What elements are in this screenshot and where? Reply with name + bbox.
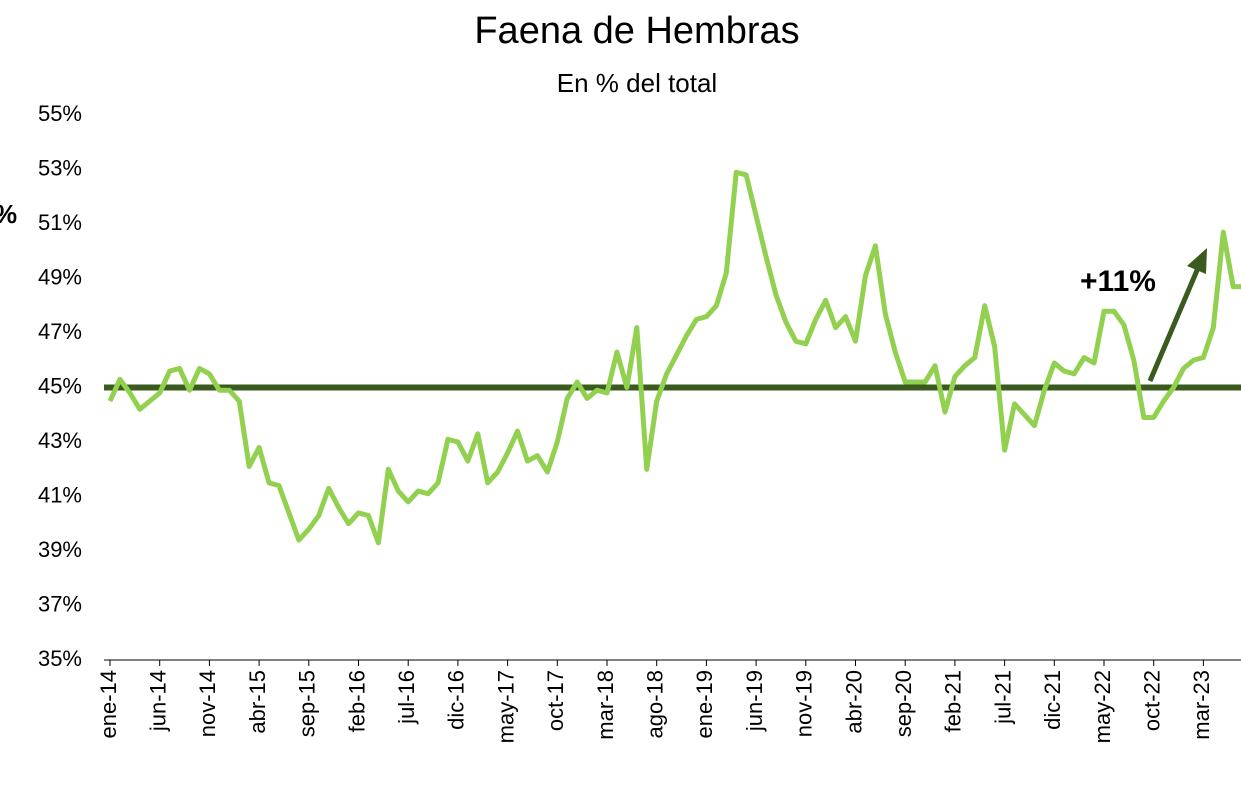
annotation-arrow [1147, 267, 1201, 382]
x-tick-label: jun-14 [146, 670, 171, 732]
y-tick-label: 47% [38, 319, 82, 344]
annotation: +11% [1080, 265, 1156, 298]
x-tick-label: oct-22 [1140, 670, 1165, 731]
x-tick-label: abr-20 [841, 670, 866, 734]
x-tick-label: ene-19 [692, 670, 717, 739]
chart-title: Faena de Hembras [474, 10, 799, 52]
x-tick-label: mar-18 [593, 670, 618, 740]
y-tick-label: 53% [38, 155, 82, 180]
y-tick-label: 41% [38, 482, 82, 507]
x-tick-label: jul-21 [990, 670, 1015, 725]
x-tick-label: sep-20 [891, 670, 916, 737]
data-line [107, 169, 1241, 546]
x-tick-label: sep-15 [295, 670, 320, 737]
x-tick-label: nov-14 [195, 670, 220, 737]
x-tick-label: jul-16 [394, 670, 419, 725]
chart-subtitle: En % del total [557, 68, 717, 98]
x-tick-label: ene-14 [96, 670, 121, 739]
y-tick-label: 35% [38, 646, 82, 671]
x-tick-label: oct-17 [543, 670, 568, 731]
y-tick-label: 37% [38, 591, 82, 616]
y-tick-label: 55% [38, 101, 82, 126]
x-tick-label: jun-19 [742, 670, 767, 732]
y-tick-label: 51% [38, 210, 82, 235]
x-tick-label: dic-16 [444, 670, 469, 730]
side-label: % [0, 199, 17, 229]
y-tick-label: 49% [38, 264, 82, 289]
x-tick-label: ago-18 [643, 670, 668, 739]
x-tick-label: nov-19 [792, 670, 817, 737]
y-tick-label: 39% [38, 537, 82, 562]
x-tick-label: mar-23 [1189, 670, 1214, 740]
annotation-arrowhead [1187, 248, 1207, 274]
x-tick-label: dic-21 [1040, 670, 1065, 730]
x-tick-label: may-17 [493, 670, 518, 743]
y-tick-label: 43% [38, 428, 82, 453]
x-tick-label: feb-21 [941, 670, 966, 732]
x-tick-label: feb-16 [344, 670, 369, 732]
y-tick-label: 45% [38, 373, 82, 398]
x-tick-label: abr-15 [245, 670, 270, 734]
x-tick-label: may-22 [1090, 670, 1115, 743]
